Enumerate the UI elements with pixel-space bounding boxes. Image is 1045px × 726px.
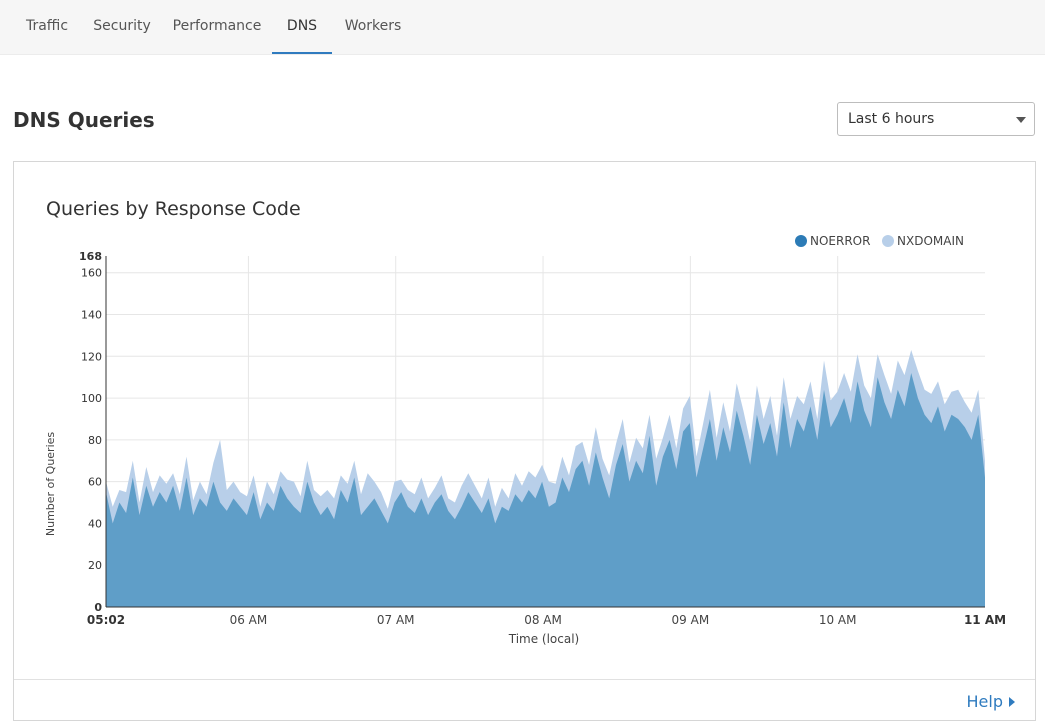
y-tick-label: 168 <box>79 250 102 263</box>
y-tick-label: 40 <box>88 517 102 530</box>
noerror-area <box>106 373 985 607</box>
x-tick-label: 05:02 <box>87 613 125 627</box>
card-divider <box>14 679 1035 680</box>
x-axis-label: Time (local) <box>508 632 580 646</box>
time-range-value: Last 6 hours <box>848 111 935 127</box>
legend-item-noerror[interactable]: NOERROR <box>795 234 870 248</box>
queries-chart: 0 20 40 60 80 100 120 140 160 168 05:02 06 AM 07 AM 0… <box>44 250 1006 646</box>
page-title: DNS Queries <box>13 108 155 132</box>
y-tick-label: 120 <box>81 350 102 363</box>
help-label: Help <box>966 692 1003 711</box>
chart-title: Queries by Response Code <box>46 198 301 220</box>
chevron-down-icon <box>1016 117 1026 123</box>
top-navigation: Traffic Security Performance DNS Workers <box>0 0 1045 55</box>
y-tick-label: 80 <box>88 434 102 447</box>
help-link[interactable]: Help <box>967 692 1015 711</box>
chart-axes: 0 20 40 60 80 100 120 140 160 168 05:02 06 AM 07 AM 0… <box>79 250 1006 627</box>
tab-traffic[interactable]: Traffic <box>25 18 69 34</box>
legend-label-noerror: NOERROR <box>810 234 871 248</box>
tab-dns[interactable]: DNS <box>272 0 332 54</box>
caret-right-icon <box>1009 697 1015 707</box>
y-tick-label: 100 <box>81 392 102 405</box>
legend-swatch-nxdomain <box>882 235 894 247</box>
legend-item-nxdomain[interactable]: NXDOMAIN <box>882 234 964 248</box>
x-tick-label: 08 AM <box>524 613 562 627</box>
tab-security[interactable]: Security <box>93 18 151 34</box>
time-range-select[interactable]: Last 6 hours <box>837 102 1035 136</box>
y-tick-label: 60 <box>88 476 102 489</box>
y-tick-label: 20 <box>88 559 102 572</box>
y-tick-label: 160 <box>81 267 102 280</box>
x-tick-label: 06 AM <box>230 613 268 627</box>
y-tick-label: 0 <box>94 601 102 614</box>
y-tick-label: 140 <box>81 309 102 322</box>
legend-swatch-noerror <box>795 235 807 247</box>
y-axis-label: Number of Queries <box>44 432 57 537</box>
tab-performance[interactable]: Performance <box>172 18 262 34</box>
legend-label-nxdomain: NXDOMAIN <box>897 234 964 248</box>
x-tick-label: 09 AM <box>672 613 710 627</box>
chart-card: Queries by Response Code NOERROR NXDOMAI… <box>13 161 1036 721</box>
x-tick-label: 07 AM <box>377 613 415 627</box>
tab-workers[interactable]: Workers <box>344 18 402 34</box>
x-tick-label: 11 AM <box>964 613 1006 627</box>
x-tick-label: 10 AM <box>819 613 857 627</box>
